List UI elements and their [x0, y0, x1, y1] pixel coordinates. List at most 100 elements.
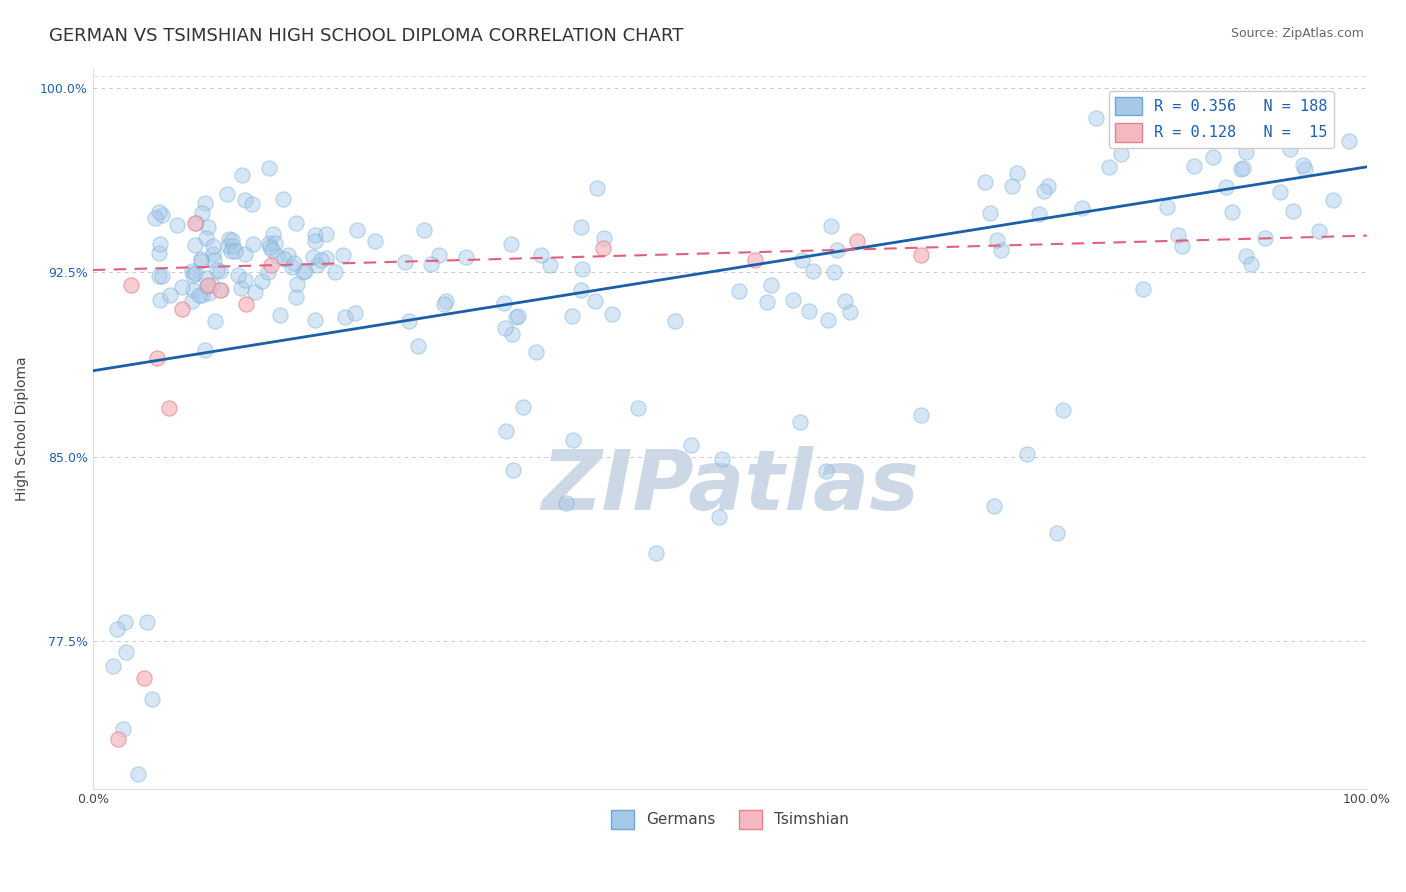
Point	[269, 308, 291, 322]
Point	[709, 510, 731, 524]
Point	[555, 495, 578, 509]
Point	[1132, 282, 1154, 296]
Point	[181, 283, 204, 297]
Point	[217, 187, 239, 202]
Point	[292, 265, 315, 279]
Point	[792, 252, 814, 267]
Point	[136, 615, 159, 629]
Point	[202, 253, 225, 268]
Point	[149, 236, 172, 251]
Point	[231, 281, 253, 295]
Point	[181, 294, 204, 309]
Point	[1005, 166, 1028, 180]
Point	[148, 204, 170, 219]
Point	[839, 305, 862, 319]
Point	[1046, 525, 1069, 540]
Point	[190, 206, 212, 220]
Point	[502, 463, 524, 477]
Point	[184, 216, 207, 230]
Point	[105, 623, 128, 637]
Point	[394, 254, 416, 268]
Text: Source: ZipAtlas.com: Source: ZipAtlas.com	[1230, 27, 1364, 40]
Y-axis label: High School Diploma: High School Diploma	[15, 356, 30, 500]
Point	[281, 260, 304, 275]
Point	[231, 168, 253, 182]
Point	[120, 277, 142, 292]
Point	[420, 256, 443, 270]
Point	[273, 252, 295, 266]
Point	[433, 296, 456, 310]
Point	[593, 231, 616, 245]
Point	[512, 400, 534, 414]
Point	[817, 313, 839, 327]
Point	[1156, 200, 1178, 214]
Point	[973, 175, 995, 189]
Point	[1109, 146, 1132, 161]
Point	[562, 433, 585, 447]
Point	[180, 264, 202, 278]
Point	[114, 615, 136, 630]
Point	[218, 232, 240, 246]
Point	[197, 285, 219, 300]
Point	[195, 279, 218, 293]
Point	[256, 265, 278, 279]
Point	[408, 339, 430, 353]
Point	[209, 283, 232, 297]
Point	[201, 278, 224, 293]
Point	[825, 243, 848, 257]
Point	[664, 314, 686, 328]
Point	[744, 253, 766, 268]
Point	[184, 266, 207, 280]
Point	[157, 401, 180, 415]
Point	[132, 671, 155, 685]
Point	[224, 244, 246, 258]
Point	[201, 247, 224, 261]
Point	[823, 265, 845, 279]
Point	[209, 283, 232, 297]
Point	[540, 259, 562, 273]
Point	[115, 645, 138, 659]
Point	[1017, 447, 1039, 461]
Point	[302, 250, 325, 264]
Point	[1036, 178, 1059, 193]
Point	[190, 288, 212, 302]
Point	[756, 295, 779, 310]
Point	[221, 239, 243, 253]
Point	[262, 243, 284, 257]
Point	[727, 284, 749, 298]
Point	[679, 438, 702, 452]
Point	[501, 327, 523, 342]
Point	[181, 268, 204, 283]
Point	[561, 309, 583, 323]
Point	[571, 262, 593, 277]
Point	[266, 249, 288, 263]
Point	[1085, 112, 1108, 126]
Point	[797, 304, 820, 318]
Point	[834, 293, 856, 308]
Point	[1234, 145, 1257, 160]
Point	[1268, 185, 1291, 199]
Point	[250, 274, 273, 288]
Point	[801, 264, 824, 278]
Point	[242, 197, 264, 211]
Point	[1254, 231, 1277, 245]
Point	[304, 235, 326, 249]
Point	[583, 294, 606, 309]
Point	[499, 237, 522, 252]
Legend: Germans, Tsimshian: Germans, Tsimshian	[605, 804, 855, 835]
Point	[1230, 161, 1253, 176]
Point	[107, 732, 129, 747]
Point	[277, 248, 299, 262]
Point	[986, 233, 1008, 247]
Point	[815, 464, 838, 478]
Point	[571, 219, 593, 234]
Point	[159, 287, 181, 301]
Point	[127, 767, 149, 781]
Point	[285, 277, 308, 292]
Point	[782, 293, 804, 308]
Point	[495, 425, 517, 439]
Point	[305, 258, 328, 272]
Point	[152, 268, 174, 283]
Point	[364, 234, 387, 248]
Point	[1202, 150, 1225, 164]
